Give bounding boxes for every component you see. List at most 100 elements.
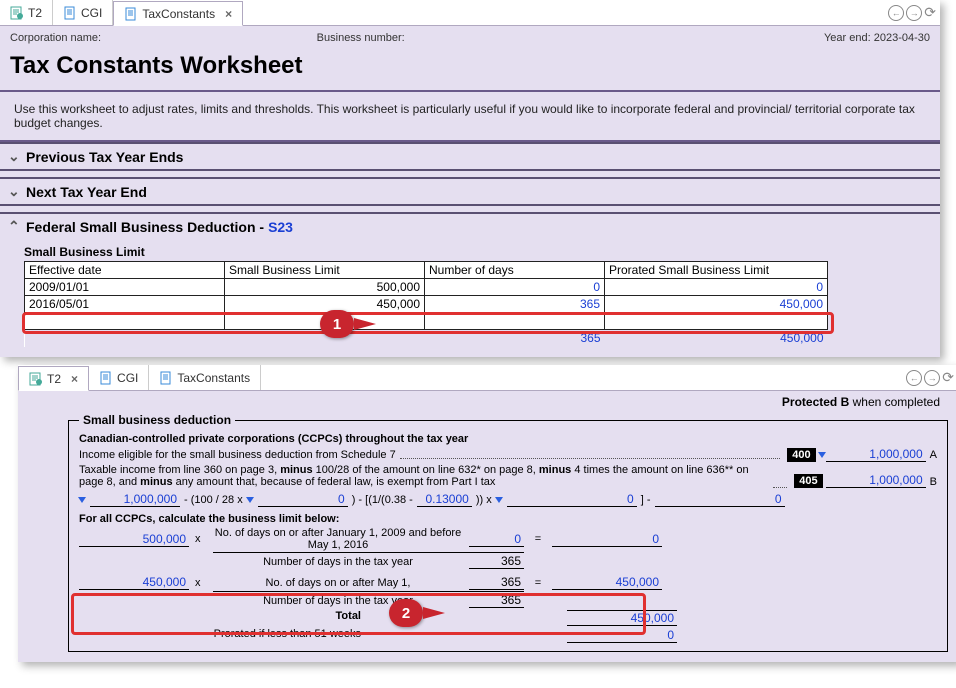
nav-forward-icon[interactable]: → — [906, 5, 922, 21]
calc1-limit[interactable]: 500,000 — [79, 532, 189, 547]
all-ccpc-heading: For all CCPCs, calculate the business li… — [79, 513, 937, 525]
dropdown-icon[interactable] — [78, 497, 86, 503]
form-icon — [10, 6, 24, 20]
calc1-num[interactable]: 0 — [469, 532, 524, 547]
prorated-value: 0 — [567, 628, 677, 643]
tab-cgi[interactable]: CGI — [53, 0, 113, 25]
calc1-result[interactable]: 0 — [552, 532, 662, 547]
cell-limit — [225, 313, 425, 330]
formula-v1[interactable]: 1,000,000 — [90, 492, 180, 507]
tab-label: T2 — [47, 372, 61, 386]
refresh-icon[interactable]: ⟳ — [942, 369, 954, 386]
cell-limit: 450,000 — [225, 296, 425, 313]
equals: = — [530, 577, 546, 589]
close-icon[interactable]: × — [71, 372, 78, 386]
dropdown-icon[interactable] — [246, 497, 254, 503]
nav-icons: ← → ⟳ — [888, 0, 940, 25]
sbd-fieldset: Small business deduction Canadian-contro… — [68, 413, 948, 652]
cell-limit: 500,000 — [225, 279, 425, 296]
doc-icon — [99, 371, 113, 385]
calc2-num-label: No. of days on or after May 1, — [213, 577, 463, 589]
section-next-tax-year[interactable]: ⌄ Next Tax Year End — [0, 177, 940, 206]
line-405-text: Taxable income from line 360 on page 3, … — [79, 464, 769, 488]
chevron-down-icon: ⌄ — [8, 148, 22, 165]
calc2-num[interactable]: 365 — [469, 575, 524, 590]
refresh-icon[interactable]: ⟳ — [924, 4, 936, 21]
prorated-row: Prorated if less than 51 weeks 0 — [79, 628, 937, 643]
table-row[interactable] — [25, 313, 828, 330]
tab-taxconstants[interactable]: TaxConstants × — [113, 1, 243, 26]
formula-txt: ) - [(1/(0.38 - — [352, 494, 413, 506]
table-row[interactable]: 2009/01/01 500,000 0 0 — [25, 279, 828, 296]
section-federal-sbd[interactable]: ⌃ Federal Small Business Deduction - S23 — [0, 212, 940, 239]
col-sbl: Small Business Limit — [225, 262, 425, 279]
form-icon — [29, 372, 43, 386]
top-body: Corporation name: Business number: Year … — [0, 26, 940, 357]
section-previous-tax-year[interactable]: ⌄ Previous Tax Year Ends — [0, 142, 940, 171]
close-icon[interactable]: × — [225, 7, 232, 21]
page-title: Tax Constants Worksheet — [0, 46, 940, 90]
cell-days: 0 — [425, 279, 605, 296]
top-window: T2 CGI TaxConstants × ← → ⟳ Corporation … — [0, 0, 940, 357]
formula-v5[interactable]: 0 — [655, 492, 785, 507]
calc-block-2: 450,000 x No. of days on or after May 1,… — [79, 575, 937, 608]
cell-prorated — [605, 313, 828, 330]
bottom-body: Protected B when completed Small busines… — [18, 391, 956, 662]
protected-tail: when completed — [853, 395, 940, 409]
total-label: Total — [79, 610, 451, 626]
dropdown-icon[interactable] — [818, 452, 826, 458]
cell-days: 365 — [425, 296, 605, 313]
equals: = — [530, 533, 546, 545]
line-405-row: Taxable income from line 360 on page 3, … — [79, 464, 937, 488]
sbl-table: Effective date Small Business Limit Numb… — [24, 261, 828, 347]
footer-prorated: 450,000 — [605, 330, 828, 347]
chevron-up-icon: ⌃ — [8, 218, 22, 235]
formula-v3[interactable]: 0.13000 — [417, 492, 472, 507]
tabs-bar-top: T2 CGI TaxConstants × ← → ⟳ — [0, 0, 940, 26]
nav-icons: ← → ⟳ — [906, 365, 956, 390]
calc2-den: 365 — [469, 593, 524, 608]
formula-row: 1,000,000 - (100 / 28 x 0 ) - [(1/(0.38 … — [79, 492, 937, 507]
nav-back-icon[interactable]: ← — [906, 370, 922, 386]
line-code-405: 405 — [794, 474, 822, 488]
dotlead — [400, 450, 781, 459]
tab-label: TaxConstants — [177, 371, 250, 385]
sbd-legend: Small business deduction — [79, 413, 235, 427]
total-row: Total 450,000 — [79, 610, 937, 626]
line-405-value[interactable]: 1,000,000 — [826, 473, 926, 488]
formula-v4[interactable]: 0 — [507, 492, 637, 507]
tab-t2[interactable]: T2 × — [18, 366, 89, 391]
table-header-row: Effective date Small Business Limit Numb… — [25, 262, 828, 279]
col-prorated: Prorated Small Business Limit — [605, 262, 828, 279]
line-400-value[interactable]: 1,000,000 — [826, 447, 926, 462]
tab-t2[interactable]: T2 — [0, 0, 53, 25]
s23-link[interactable]: S23 — [268, 219, 293, 235]
corp-name-label: Corporation name: — [10, 32, 317, 44]
section-label: Next Tax Year End — [26, 184, 147, 200]
calc-block-1: 500,000 x No. of days on or after Januar… — [79, 527, 937, 569]
chevron-down-icon: ⌄ — [8, 183, 22, 200]
line-400-text: Income eligible for the small business d… — [79, 449, 396, 461]
year-end-label: Year end: — [824, 32, 871, 44]
col-effective-date: Effective date — [25, 262, 225, 279]
calc2-result[interactable]: 450,000 — [552, 575, 662, 590]
cell-date — [25, 313, 225, 330]
sbl-table-wrap: Small Business Limit Effective date Smal… — [0, 239, 940, 357]
dropdown-icon[interactable] — [495, 497, 503, 503]
info-bar: Corporation name: Business number: Year … — [0, 26, 940, 46]
table-row[interactable]: 2016/05/01 450,000 365 450,000 — [25, 296, 828, 313]
nav-forward-icon[interactable]: → — [924, 370, 940, 386]
table-footer-row: 365 450,000 — [25, 330, 828, 347]
nav-back-icon[interactable]: ← — [888, 5, 904, 21]
formula-v2[interactable]: 0 — [258, 492, 348, 507]
tab-cgi[interactable]: CGI — [89, 365, 149, 390]
cell-prorated: 0 — [605, 279, 828, 296]
line-400-row: Income eligible for the small business d… — [79, 447, 937, 462]
formula-txt: ] - — [641, 494, 651, 506]
tab-label: CGI — [81, 6, 102, 20]
tab-taxconstants[interactable]: TaxConstants — [149, 365, 261, 390]
calc2-limit[interactable]: 450,000 — [79, 575, 189, 590]
doc-icon — [159, 371, 173, 385]
col-days: Number of days — [425, 262, 605, 279]
tabs-bar-bottom: T2 × CGI TaxConstants ← → ⟳ — [18, 365, 956, 391]
